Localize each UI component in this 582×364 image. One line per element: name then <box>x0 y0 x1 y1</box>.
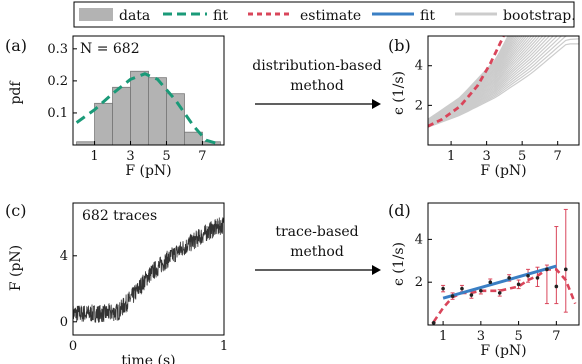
panel-b: 1 3 5 7 2 4 F (pN) ϵ (1/s) (b) <box>388 35 580 179</box>
y-axis-label-b: ϵ (1/s) <box>391 71 407 115</box>
plot-frame-b <box>427 35 580 146</box>
legend-label-bootstrap: bootstrap. <box>503 8 576 24</box>
method-bottom-line2: method <box>290 244 344 260</box>
panel-label-d: (d) <box>388 201 411 220</box>
x-axis-label-c: time (s) <box>121 353 175 364</box>
force-trace <box>72 217 225 323</box>
data-point <box>450 294 455 298</box>
data-point <box>497 291 502 295</box>
method-top-line2: method <box>290 78 344 94</box>
legend-swatch-data <box>79 8 113 21</box>
bootstrap-curve <box>428 36 551 126</box>
y-tick-label-b: 4 <box>415 59 423 74</box>
annotation-traces: 682 traces <box>82 208 157 224</box>
x-tick-label-c: 0 <box>69 339 77 354</box>
plot-area-d <box>431 208 577 325</box>
data-point <box>460 286 464 291</box>
x-tick-label-a: 1 <box>90 149 98 164</box>
legend-label-estimate: estimate <box>300 8 361 24</box>
x-axis-label-b: F (pN) <box>480 163 526 179</box>
x-tick-label-b: 5 <box>518 149 526 164</box>
panel-label-b: (b) <box>388 36 411 55</box>
panel-d: 1 3 5 7 2 4 F (pN) ϵ (1/s) (d) <box>388 201 580 359</box>
legend-label-fit-trace: fit <box>420 8 435 24</box>
data-point <box>554 284 559 289</box>
x-tick-label-a: 3 <box>126 149 134 164</box>
data-point <box>526 273 530 278</box>
y-tick-label-c: 0 <box>60 315 68 330</box>
panel-a: 1 3 5 7 0.1 0.2 0.3 F (pN) pdf (a) N = 682 <box>5 35 225 179</box>
method-top-line1: distribution-based <box>252 58 381 74</box>
histogram-bar <box>148 77 167 146</box>
legend-label-data: data <box>119 8 150 24</box>
x-tick-label-b: 3 <box>482 149 490 164</box>
panel-c: 0 1 0 4 time (s) F (pN) (c) 682 traces <box>5 201 228 364</box>
data-point <box>479 288 483 293</box>
method-bottom-line1: trace-based <box>275 224 358 240</box>
panel-label-c: (c) <box>5 201 26 220</box>
x-tick-label-d: 3 <box>477 329 485 344</box>
histogram-bar <box>130 70 149 146</box>
y-tick-label-b: 2 <box>415 98 423 113</box>
estimate-curve <box>432 268 577 323</box>
estimate-curve <box>428 36 505 128</box>
plot-frame-c <box>72 202 225 336</box>
y-tick-label-a: 0.1 <box>47 106 68 121</box>
x-tick-label-b: 1 <box>447 149 455 164</box>
y-axis-label-a: pdf <box>8 80 24 105</box>
x-tick-label-c: 1 <box>220 339 228 354</box>
x-tick-label-b: 7 <box>554 149 562 164</box>
annotation-n: N = 682 <box>80 41 140 57</box>
x-tick-label-d: 5 <box>514 329 522 344</box>
plot-frame-a <box>72 35 225 146</box>
histogram-bar <box>166 93 185 146</box>
data-point <box>507 276 511 280</box>
y-axis-label-c: F (pN) <box>8 245 24 291</box>
plot-frame-d <box>427 202 580 326</box>
panel-label-a: (a) <box>5 36 27 55</box>
data-point <box>516 282 521 287</box>
bootstrap-curve <box>428 36 558 127</box>
fit-line <box>442 264 557 300</box>
method-bottom: trace-based method <box>255 224 381 275</box>
data-point <box>441 286 445 291</box>
method-top: distribution-based method <box>252 58 382 109</box>
y-tick-label-c: 4 <box>60 249 68 264</box>
y-tick-label-d: 4 <box>415 232 423 247</box>
bootstrap-curve <box>428 43 579 128</box>
data-point <box>488 280 493 284</box>
plot-area-b <box>428 36 579 128</box>
arrow-top-head <box>372 99 381 109</box>
x-axis-label-d: F (pN) <box>480 343 526 359</box>
data-point <box>563 267 568 272</box>
x-tick-label-d: 1 <box>439 329 447 344</box>
fit-curve <box>75 72 221 146</box>
data-point <box>469 293 474 297</box>
arrow-bottom-head <box>372 265 381 275</box>
y-tick-label-a: 0.3 <box>47 42 68 57</box>
bootstrap-curve <box>428 36 509 120</box>
bootstrap-curve <box>428 36 569 128</box>
x-tick-label-a: 7 <box>198 149 206 164</box>
data-point <box>535 276 540 280</box>
histogram-bar <box>94 102 113 146</box>
y-tick-label-a: 0.2 <box>47 74 68 89</box>
legend: data fit estimate fit bootstrap. <box>73 1 576 28</box>
x-tick-label-a: 5 <box>162 149 170 164</box>
x-tick-label-d: 7 <box>552 329 560 344</box>
data-point <box>545 267 549 272</box>
y-tick-label-d: 2 <box>415 275 423 290</box>
legend-label-fit-dist: fit <box>213 8 228 24</box>
data-point <box>431 321 436 325</box>
y-axis-label-d: ϵ (1/s) <box>391 242 407 286</box>
x-axis-label-a: F (pN) <box>125 163 171 179</box>
histogram-bar <box>112 86 131 146</box>
